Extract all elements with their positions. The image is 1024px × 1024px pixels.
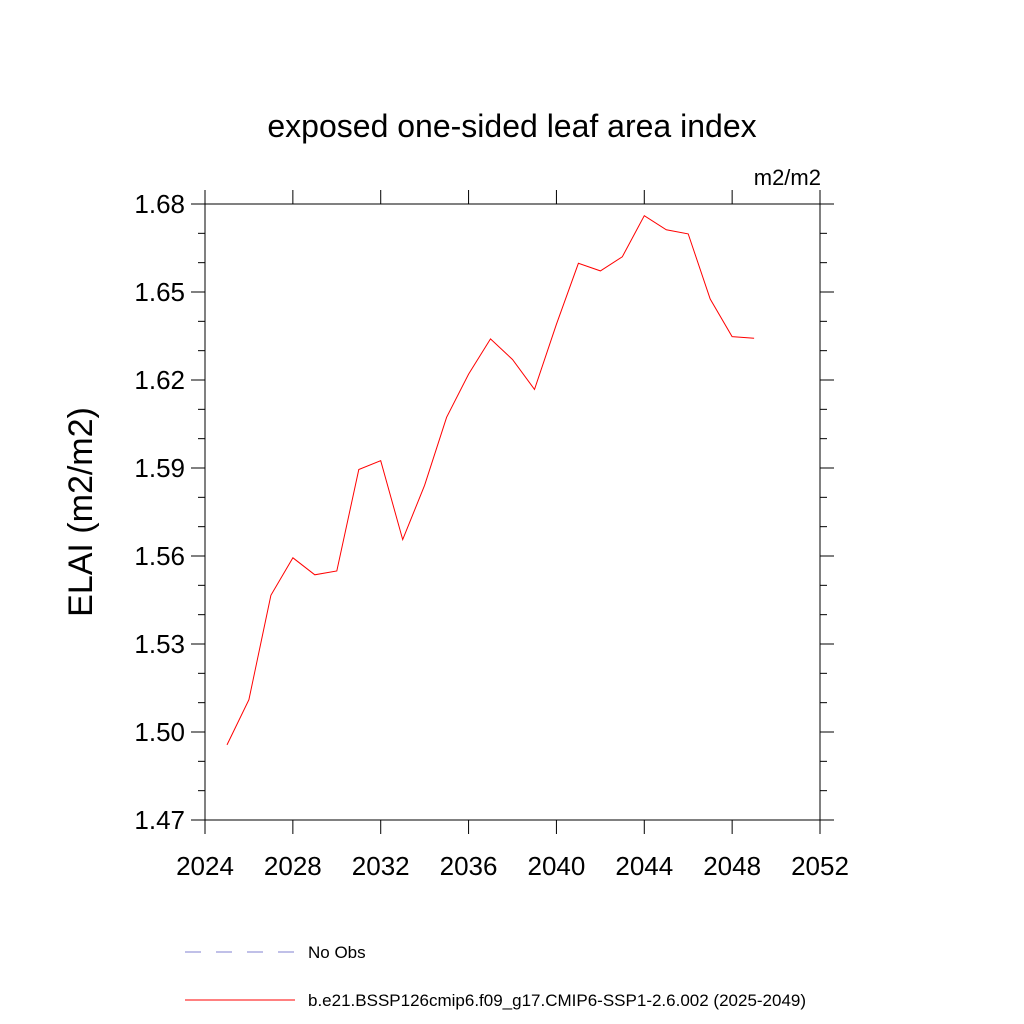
legend-label: b.e21.BSSP126cmip6.f09_g17.CMIP6-SSP1-2.… <box>308 991 806 1010</box>
x-tick-label: 2048 <box>703 851 761 881</box>
y-axis: 1.47 1.50 1.53 1.56 1.59 1.62 1.65 1.68 <box>134 189 834 835</box>
x-axis: 2024 2028 2032 2036 2040 2044 2048 2052 <box>176 190 849 881</box>
x-tick-label: 2032 <box>352 851 410 881</box>
y-tick-label: 1.62 <box>134 365 185 395</box>
y-tick-label: 1.68 <box>134 189 185 219</box>
legend: No Obs b.e21.BSSP126cmip6.f09_g17.CMIP6-S… <box>185 943 806 1010</box>
series-layer <box>226 214 755 746</box>
x-tick-label: 2040 <box>528 851 586 881</box>
y-tick-label: 1.59 <box>134 453 185 483</box>
x-tick-label: 2028 <box>264 851 322 881</box>
y-tick-label: 1.47 <box>134 805 185 835</box>
x-tick-label: 2052 <box>791 851 849 881</box>
y-tick-label: 1.56 <box>134 541 185 571</box>
units-label: m2/m2 <box>754 165 821 190</box>
x-tick-label: 2044 <box>615 851 673 881</box>
series-line <box>226 214 755 746</box>
y-tick-label: 1.65 <box>134 277 185 307</box>
y-tick-label: 1.50 <box>134 717 185 747</box>
chart-title: exposed one-sided leaf area index <box>267 108 756 144</box>
y-axis-label: ELAI (m2/m2) <box>62 407 100 617</box>
y-tick-label: 1.53 <box>134 629 185 659</box>
plot-frame <box>204 203 821 821</box>
x-tick-label: 2036 <box>440 851 498 881</box>
legend-label: No Obs <box>308 943 366 962</box>
x-tick-label: 2024 <box>176 851 234 881</box>
